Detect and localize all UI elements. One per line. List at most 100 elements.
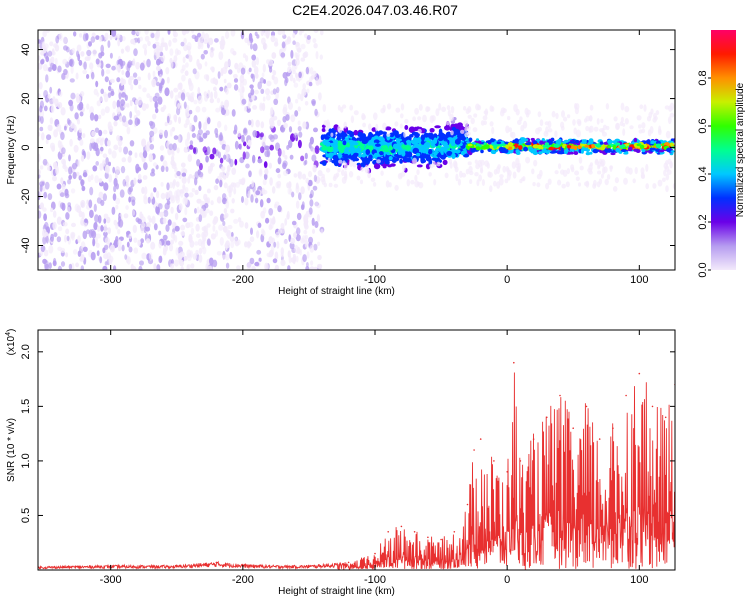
heatmap-cell bbox=[209, 47, 215, 52]
heatmap-cell bbox=[305, 66, 310, 75]
heatmap-cell bbox=[284, 78, 288, 87]
heatmap-cell bbox=[624, 118, 629, 125]
heatmap-cell bbox=[70, 92, 76, 100]
heatmap-cell bbox=[225, 262, 230, 269]
heatmap-cell bbox=[216, 196, 222, 204]
heatmap-cell bbox=[65, 46, 70, 53]
heatmap-cell bbox=[247, 190, 251, 199]
heatmap-cell bbox=[473, 113, 478, 118]
heatmap-cell bbox=[77, 235, 81, 244]
heatmap-cell bbox=[214, 38, 219, 43]
heatmap-cell bbox=[132, 58, 136, 67]
heatmap-cell bbox=[128, 77, 132, 86]
heatmap-cell bbox=[152, 127, 158, 134]
heatmap-cell bbox=[493, 144, 497, 149]
heatmap-cell bbox=[129, 99, 133, 107]
heatmap-cell bbox=[171, 126, 176, 132]
heatmap-cell bbox=[390, 163, 396, 167]
heatmap-cell bbox=[60, 261, 66, 267]
heatmap-cell bbox=[293, 173, 298, 178]
heatmap-cell bbox=[665, 185, 669, 193]
heatmap-cell bbox=[213, 184, 219, 191]
heatmap-cell bbox=[217, 71, 221, 79]
heatmap-cell bbox=[72, 171, 77, 180]
heatmap-cell bbox=[261, 230, 266, 237]
snr-point bbox=[519, 460, 522, 462]
heatmap-cell bbox=[205, 155, 209, 163]
heatmap-cell bbox=[317, 254, 322, 261]
heatmap-cell bbox=[215, 133, 219, 138]
heatmap-cell bbox=[272, 258, 278, 264]
heatmap-cell bbox=[61, 202, 66, 211]
heatmap-cell bbox=[178, 203, 183, 211]
heatmap-cell bbox=[57, 102, 63, 109]
heatmap-cell bbox=[153, 187, 157, 193]
heatmap-cell bbox=[283, 104, 288, 113]
heatmap-cell bbox=[198, 247, 203, 255]
heatmap-cell bbox=[452, 160, 458, 169]
heatmap-cell bbox=[359, 179, 364, 185]
heatmap-cell bbox=[551, 110, 556, 118]
heatmap-cell bbox=[54, 57, 58, 66]
heatmap-cell bbox=[313, 127, 318, 133]
heatmap-cell bbox=[525, 142, 532, 146]
heatmap-cell bbox=[167, 219, 172, 226]
heatmap-cell bbox=[273, 241, 277, 248]
heatmap-cell bbox=[104, 32, 109, 41]
heatmap-cell bbox=[269, 144, 275, 151]
heatmap-cell bbox=[84, 218, 88, 223]
heatmap-cell bbox=[545, 126, 549, 134]
heatmap-cell bbox=[49, 117, 54, 125]
heatmap-cell bbox=[79, 139, 84, 146]
heatmap-cell bbox=[268, 236, 274, 245]
heatmap-cell bbox=[69, 138, 73, 147]
heatmap-cell bbox=[665, 130, 671, 139]
heatmap-cell bbox=[535, 127, 541, 135]
heatmap-cell bbox=[184, 70, 189, 76]
heatmap-cell bbox=[52, 260, 57, 267]
heatmap-cell bbox=[181, 74, 186, 82]
heatmap-cell bbox=[227, 59, 231, 67]
heatmap-cell bbox=[429, 128, 435, 133]
heatmap-cell bbox=[123, 146, 129, 155]
heatmap-cell bbox=[275, 231, 280, 238]
heatmap-cell bbox=[417, 128, 422, 134]
heatmap-cell bbox=[61, 183, 66, 191]
heatmap-cell bbox=[74, 203, 80, 212]
heatmap-cell bbox=[78, 128, 83, 133]
heatmap-cell bbox=[275, 168, 281, 174]
heatmap-cell bbox=[518, 145, 523, 150]
heatmap-cell bbox=[43, 191, 48, 199]
heatmap-cell bbox=[176, 147, 180, 154]
heatmap-cell bbox=[119, 189, 125, 198]
heatmap-cell bbox=[189, 140, 194, 146]
heatmap-cell bbox=[188, 80, 193, 87]
heatmap-cell bbox=[175, 181, 180, 188]
heatmap-cell bbox=[141, 138, 147, 147]
heatmap-cell bbox=[96, 250, 100, 257]
heatmap-cell bbox=[100, 51, 105, 57]
heatmap-cell bbox=[112, 100, 117, 110]
heatmap-cell bbox=[655, 110, 660, 116]
heatmap-cell bbox=[480, 146, 487, 150]
heatmap-cell bbox=[57, 265, 63, 270]
heatmap-cell bbox=[223, 78, 227, 84]
heatmap-cell bbox=[414, 174, 418, 182]
heatmap-cell bbox=[406, 139, 411, 145]
heatmap-cell bbox=[198, 185, 202, 192]
heatmap-cell bbox=[169, 48, 174, 56]
heatmap-cell bbox=[60, 107, 66, 116]
heatmap-cell bbox=[306, 35, 311, 40]
snr-point bbox=[215, 561, 218, 564]
heatmap-cell bbox=[180, 92, 186, 101]
heatmap-cell bbox=[203, 225, 209, 234]
heatmap-cell bbox=[483, 120, 488, 126]
heatmap-cell bbox=[240, 67, 246, 75]
heatmap-cell bbox=[305, 177, 310, 184]
heatmap-cell bbox=[151, 168, 155, 174]
heatmap-cell bbox=[108, 148, 112, 155]
heatmap-cell bbox=[102, 159, 106, 167]
heatmap-cell bbox=[176, 107, 181, 116]
heatmap-cell bbox=[491, 126, 495, 135]
heatmap-cell bbox=[262, 63, 266, 73]
